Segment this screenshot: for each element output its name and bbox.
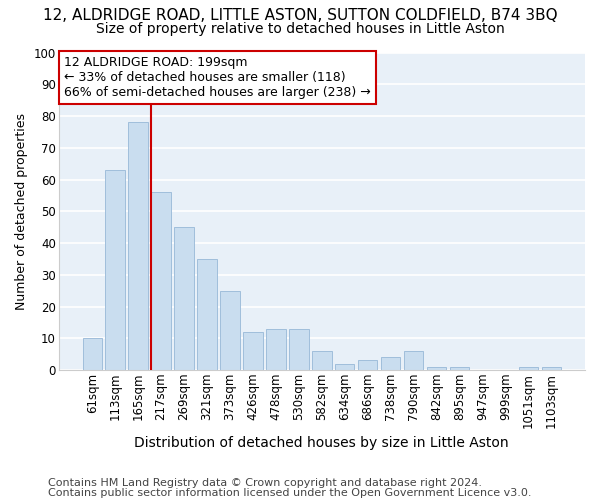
Bar — [312, 351, 332, 370]
Bar — [404, 351, 424, 370]
Bar — [220, 290, 240, 370]
Text: 12 ALDRIDGE ROAD: 199sqm
← 33% of detached houses are smaller (118)
66% of semi-: 12 ALDRIDGE ROAD: 199sqm ← 33% of detach… — [64, 56, 371, 98]
Text: Contains public sector information licensed under the Open Government Licence v3: Contains public sector information licen… — [48, 488, 532, 498]
Bar — [151, 192, 171, 370]
Bar — [197, 259, 217, 370]
Bar — [358, 360, 377, 370]
Text: Contains HM Land Registry data © Crown copyright and database right 2024.: Contains HM Land Registry data © Crown c… — [48, 478, 482, 488]
Bar — [335, 364, 355, 370]
Bar — [381, 358, 400, 370]
Bar — [243, 332, 263, 370]
Bar — [518, 367, 538, 370]
Text: Size of property relative to detached houses in Little Aston: Size of property relative to detached ho… — [95, 22, 505, 36]
Bar — [106, 170, 125, 370]
Text: 12, ALDRIDGE ROAD, LITTLE ASTON, SUTTON COLDFIELD, B74 3BQ: 12, ALDRIDGE ROAD, LITTLE ASTON, SUTTON … — [43, 8, 557, 22]
Bar — [289, 328, 308, 370]
Bar — [175, 227, 194, 370]
Bar — [542, 367, 561, 370]
Bar — [128, 122, 148, 370]
Bar — [266, 328, 286, 370]
Bar — [427, 367, 446, 370]
Bar — [83, 338, 102, 370]
Y-axis label: Number of detached properties: Number of detached properties — [15, 113, 28, 310]
Bar — [450, 367, 469, 370]
X-axis label: Distribution of detached houses by size in Little Aston: Distribution of detached houses by size … — [134, 436, 509, 450]
